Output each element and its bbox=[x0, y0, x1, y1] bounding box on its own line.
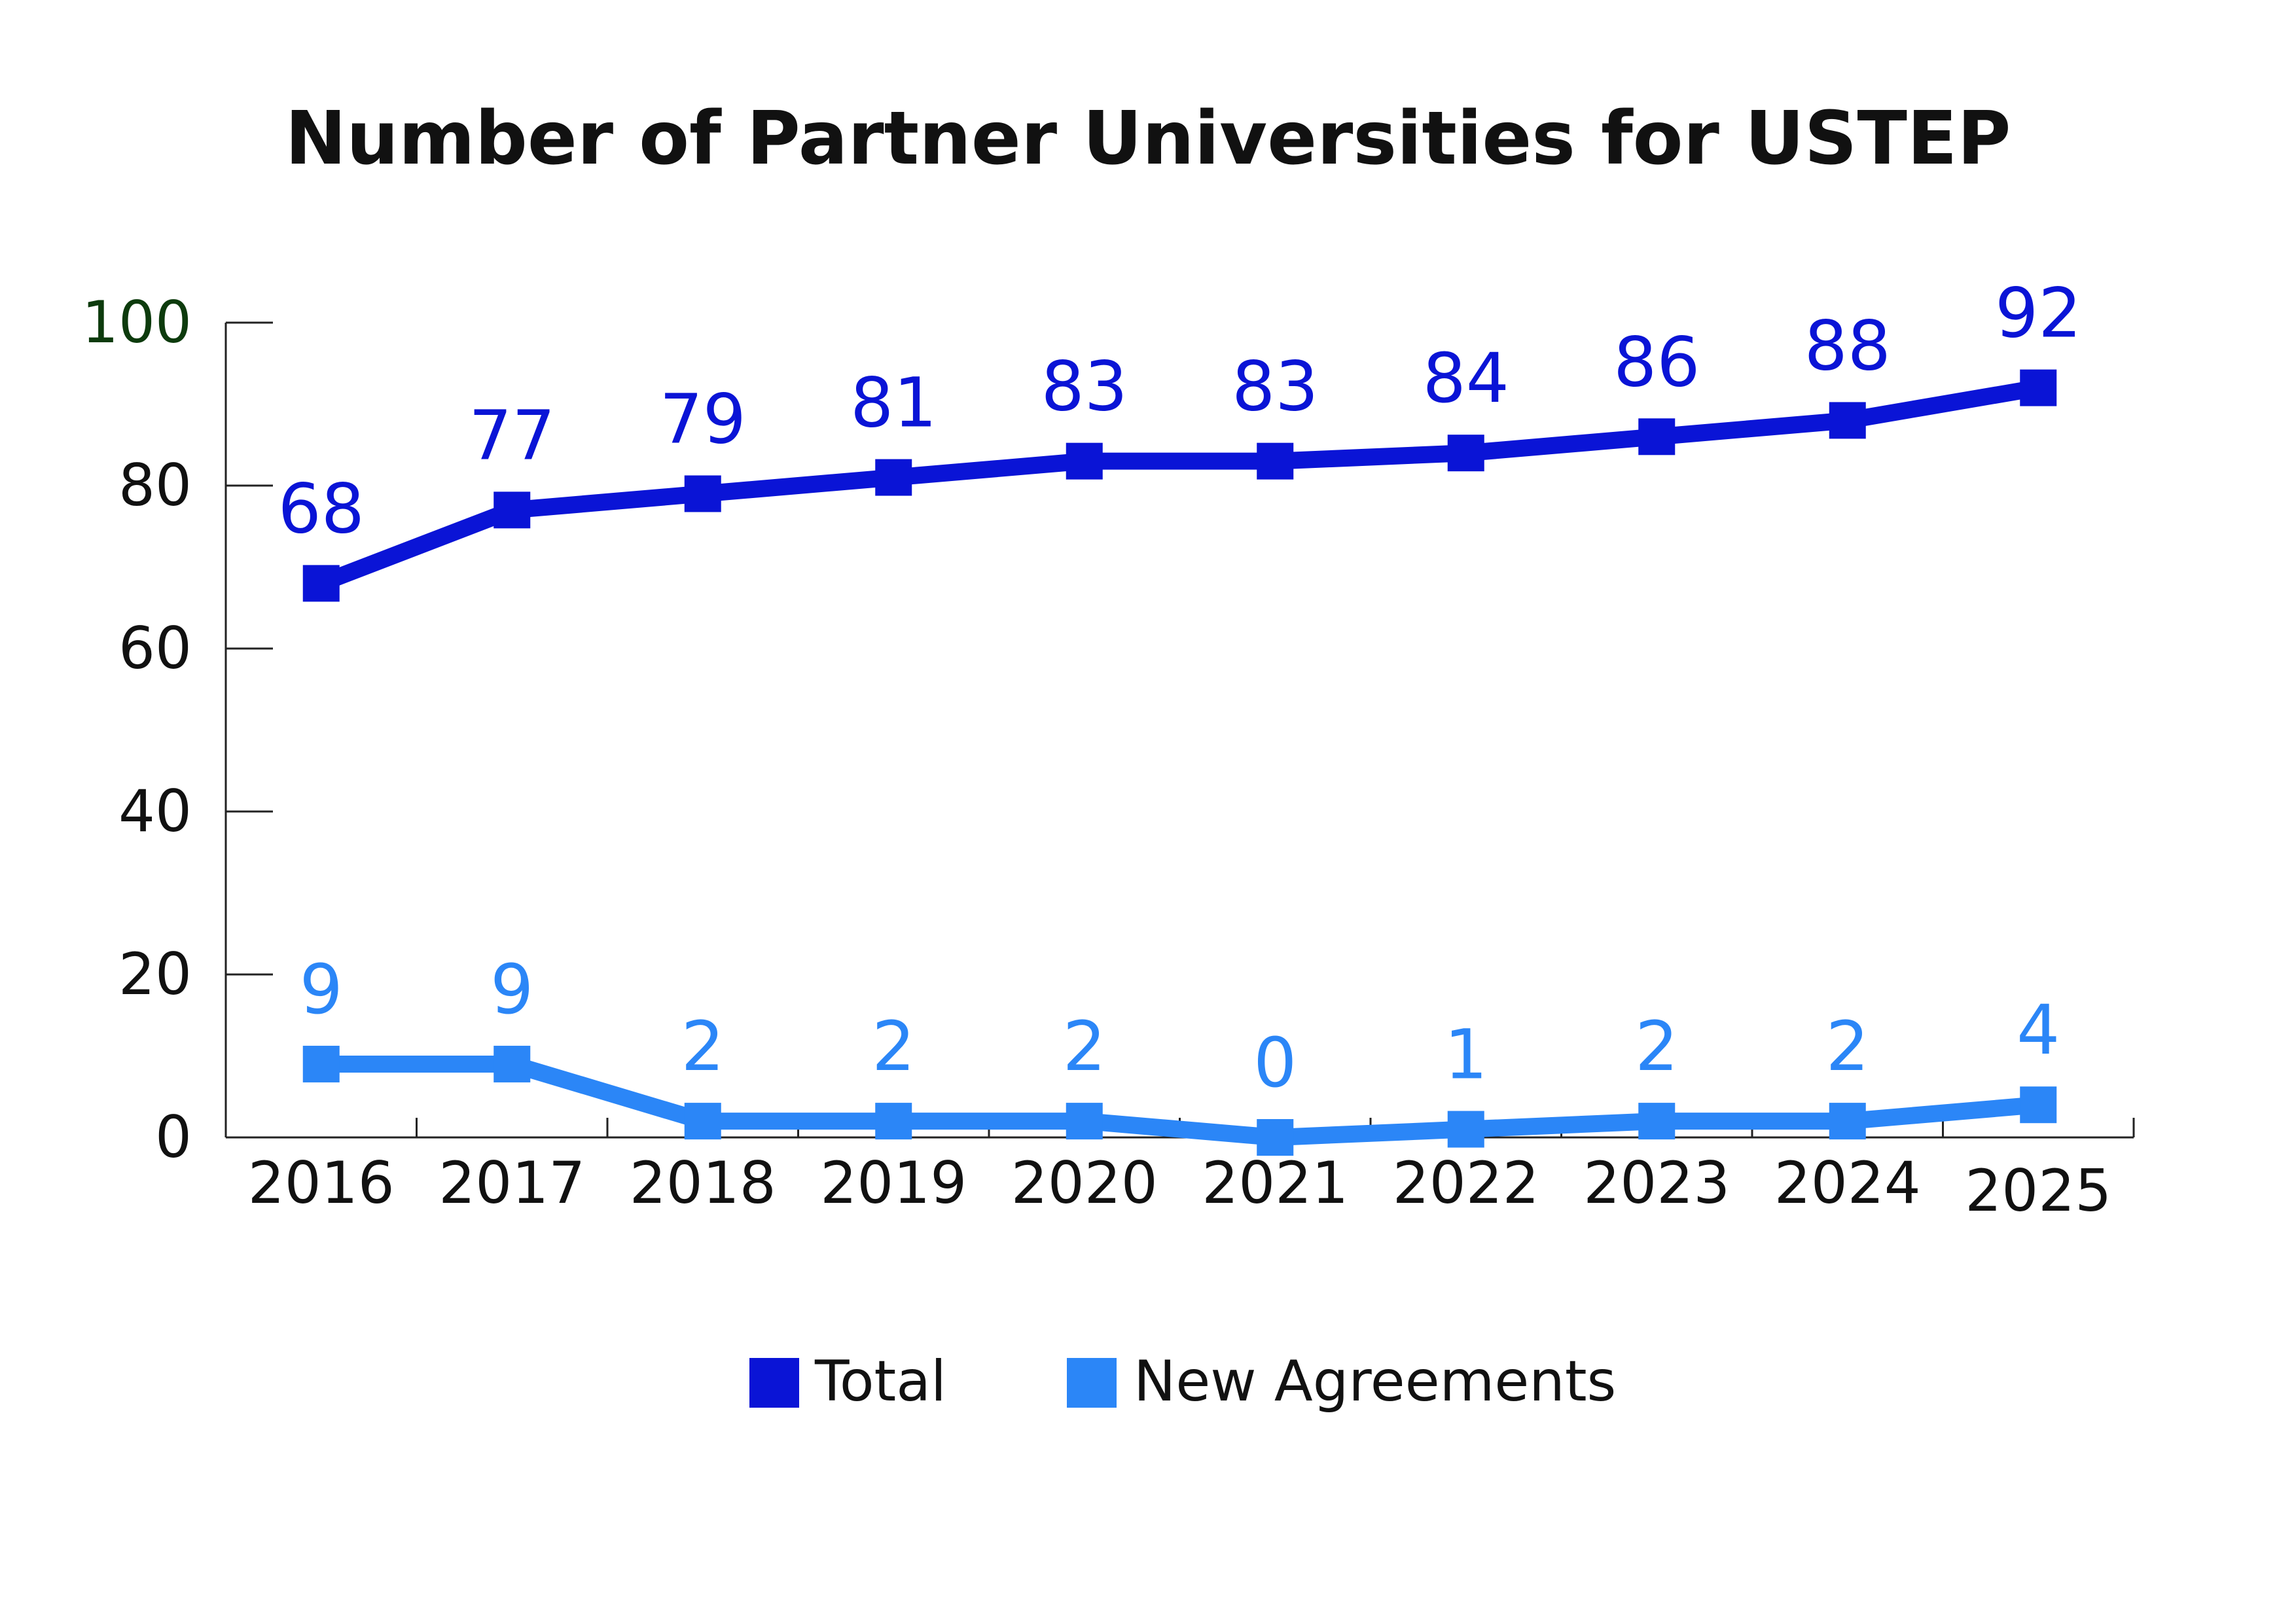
data-label: 84 bbox=[1423, 338, 1509, 418]
data-label: 83 bbox=[1232, 347, 1318, 427]
y-tick-label: 80 bbox=[118, 452, 192, 519]
data-point bbox=[302, 1045, 340, 1082]
data-label: 92 bbox=[1995, 274, 2081, 353]
series-new-agreements: 9 9 2 2 2 0 1 2 2 4 bbox=[300, 950, 2060, 1156]
x-tick-label: 2018 bbox=[630, 1149, 776, 1217]
data-label: 2 bbox=[1063, 1007, 1106, 1086]
legend-item: New Agreements bbox=[1067, 1349, 1616, 1414]
data-label: 2 bbox=[1635, 1007, 1678, 1086]
data-point bbox=[2020, 369, 2057, 406]
data-label: 79 bbox=[660, 379, 746, 459]
data-point bbox=[1447, 435, 1484, 472]
data-point bbox=[1257, 442, 1294, 480]
x-tick-label: 2017 bbox=[439, 1149, 585, 1217]
data-label: 9 bbox=[490, 950, 533, 1029]
data-point bbox=[1066, 1103, 1103, 1140]
data-label: 2 bbox=[681, 1007, 725, 1086]
data-label: 68 bbox=[278, 469, 365, 548]
y-tick-label: 60 bbox=[118, 615, 192, 682]
legend-label: New Agreements bbox=[1134, 1349, 1616, 1414]
series-line bbox=[321, 1055, 2039, 1146]
y-tick-label: 40 bbox=[118, 777, 192, 845]
x-tick-label: 2016 bbox=[248, 1149, 395, 1217]
series-total: 68 77 79 81 83 83 84 86 88 92 bbox=[278, 274, 2081, 602]
data-label: 4 bbox=[2017, 990, 2060, 1070]
y-tick-label: 20 bbox=[118, 940, 192, 1008]
data-point bbox=[684, 475, 721, 512]
x-tick-label: 2020 bbox=[1011, 1149, 1158, 1217]
data-point bbox=[493, 1045, 531, 1082]
data-point bbox=[684, 1103, 721, 1140]
data-label: 81 bbox=[850, 363, 937, 443]
series-line bbox=[318, 379, 2040, 592]
x-tick-label: 2021 bbox=[1202, 1149, 1348, 1217]
x-tick-label: 2022 bbox=[1393, 1149, 1539, 1217]
data-point bbox=[1638, 1103, 1676, 1140]
data-point bbox=[302, 565, 340, 602]
data-label: 2 bbox=[872, 1007, 915, 1086]
data-label: 1 bbox=[1444, 1015, 1488, 1095]
data-point bbox=[1829, 1103, 1866, 1140]
data-label: 86 bbox=[1613, 322, 1700, 402]
legend-swatch bbox=[1067, 1358, 1117, 1408]
data-label: 2 bbox=[1826, 1007, 1869, 1086]
data-point bbox=[1638, 418, 1676, 455]
legend: Total New Agreements bbox=[749, 1349, 1616, 1414]
data-label: 9 bbox=[300, 950, 343, 1029]
data-point bbox=[493, 491, 531, 529]
chart-title: Number of Partner Universities for USTEP bbox=[285, 96, 2011, 181]
legend-label: Total bbox=[814, 1349, 946, 1414]
x-tick-label: 2023 bbox=[1583, 1149, 1730, 1217]
data-point bbox=[875, 1103, 912, 1140]
y-tick-label: 0 bbox=[155, 1103, 192, 1171]
legend-item: Total bbox=[749, 1349, 946, 1414]
legend-swatch bbox=[749, 1358, 799, 1408]
x-tick-label: 2019 bbox=[820, 1149, 967, 1217]
x-tick-label: 2025 bbox=[1965, 1157, 2111, 1224]
data-point bbox=[2020, 1086, 2057, 1124]
data-label: 77 bbox=[469, 395, 555, 475]
data-label: 88 bbox=[1804, 306, 1891, 385]
data-label: 0 bbox=[1253, 1023, 1297, 1103]
data-point bbox=[1066, 442, 1103, 480]
data-point bbox=[1257, 1119, 1294, 1156]
y-tick-label: 100 bbox=[82, 289, 192, 356]
data-point bbox=[1829, 402, 1866, 439]
data-point bbox=[1447, 1111, 1484, 1148]
x-tick-label: 2024 bbox=[1774, 1149, 1921, 1217]
data-label: 83 bbox=[1041, 347, 1128, 427]
data-point bbox=[875, 459, 912, 496]
